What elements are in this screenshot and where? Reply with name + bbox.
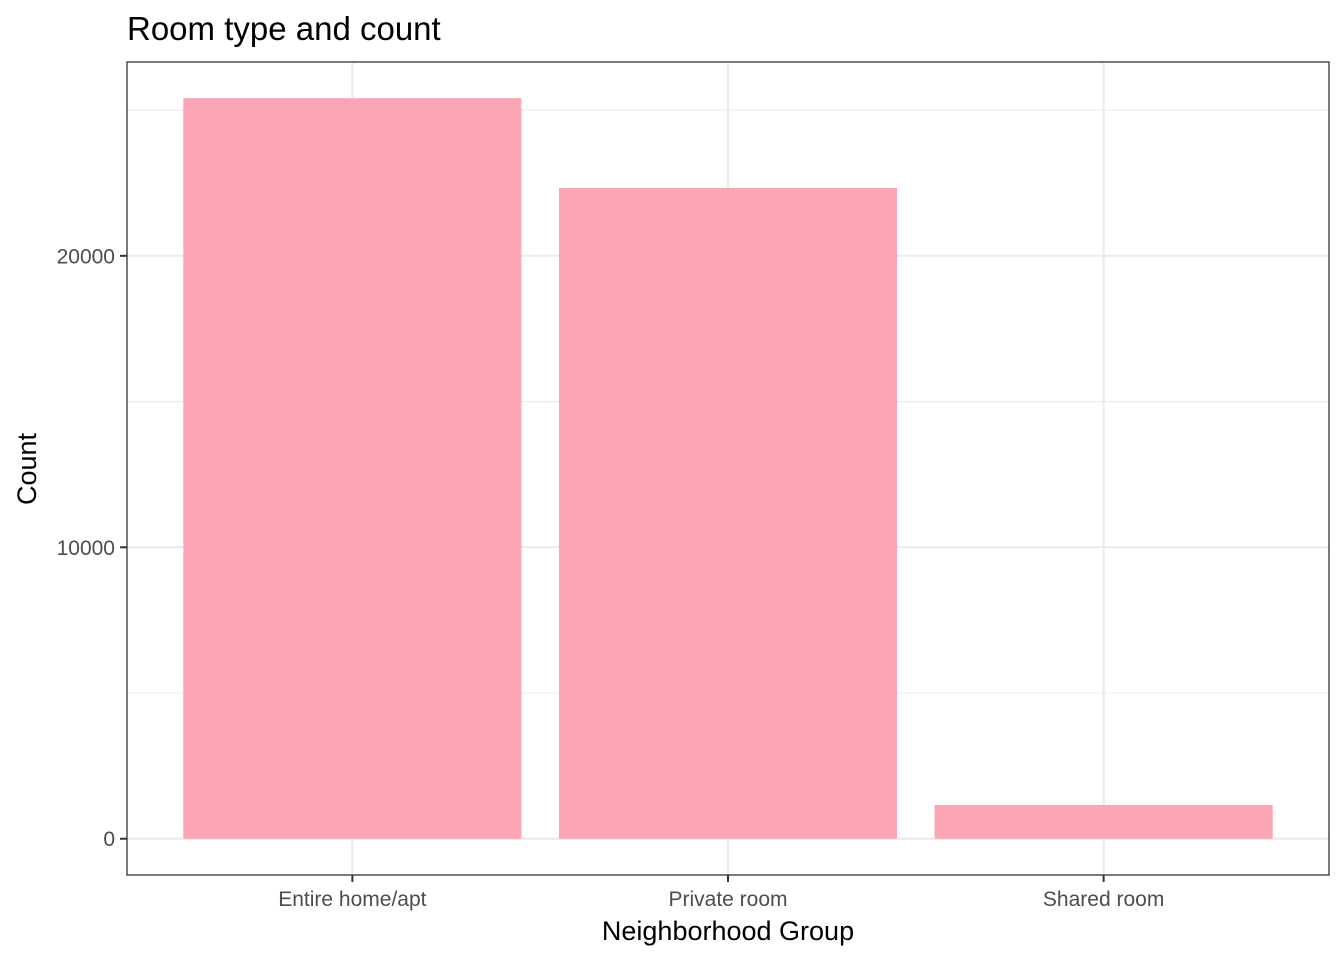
bar-private-room	[558, 188, 898, 839]
x-tick-label: Shared room	[1043, 888, 1164, 911]
y-tick-label: 20000	[57, 245, 115, 268]
bar-shared-room	[934, 804, 1273, 839]
x-axis-title: Neighborhood Group	[602, 916, 854, 946]
bars	[183, 98, 1273, 839]
bar-entire-home-apt	[183, 98, 522, 839]
chart-title: Room type and count	[127, 10, 441, 47]
x-tick-label: Private room	[668, 888, 787, 911]
y-axis: 0 10000 20000	[57, 245, 127, 851]
y-axis-title: Count	[12, 432, 42, 505]
y-tick-label: 10000	[57, 537, 115, 560]
y-tick-label: 0	[103, 828, 115, 851]
x-tick-label: Entire home/apt	[278, 888, 426, 911]
x-axis: Entire home/apt Private room Shared room	[278, 875, 1164, 911]
